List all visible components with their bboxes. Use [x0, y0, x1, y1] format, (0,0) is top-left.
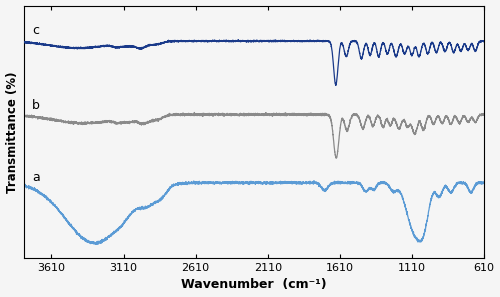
Text: b: b [32, 99, 40, 112]
Y-axis label: Transmittance (%): Transmittance (%) [6, 71, 18, 192]
X-axis label: Wavenumber  (cm⁻¹): Wavenumber (cm⁻¹) [181, 279, 327, 291]
Text: a: a [32, 170, 40, 184]
Text: c: c [32, 24, 39, 37]
